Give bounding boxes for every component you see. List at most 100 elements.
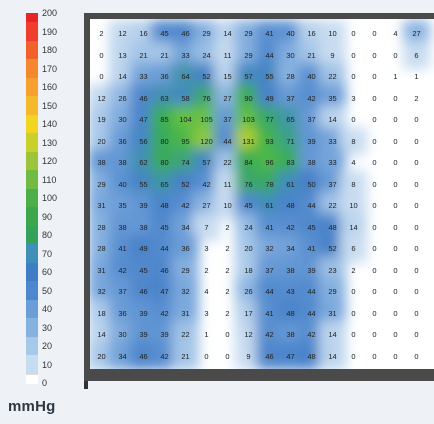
- pressure-value: 12: [97, 93, 106, 103]
- pressure-map-frame: 2 12 16 45 46 29 14 29 41 40 16 10 0 0 4 27 0 13 21 21 33 24 1…: [84, 13, 434, 381]
- pressure-value: 0: [372, 93, 377, 103]
- pressure-value: 46: [139, 287, 148, 296]
- pressure-value: 1: [204, 330, 209, 339]
- pressure-value: 0: [372, 201, 377, 210]
- pressure-value: 10: [349, 201, 358, 210]
- pressure-value: 3: [351, 93, 356, 103]
- pressure-value: 1: [393, 72, 398, 81]
- pressure-value: 1: [414, 72, 419, 81]
- pressure-value: 2: [225, 265, 230, 275]
- pressure-value: 0: [372, 244, 377, 253]
- pressure-value: 38: [97, 158, 106, 167]
- pressure-value: 14: [97, 330, 106, 339]
- pressure-value: 37: [223, 115, 232, 124]
- pressure-value: 22: [328, 72, 337, 81]
- pressure-value: 48: [328, 222, 337, 232]
- pressure-value: 4: [204, 287, 209, 296]
- pressure-value: 42: [265, 330, 274, 339]
- legend-color-step: [26, 170, 38, 189]
- pressure-value: 8: [351, 136, 356, 146]
- pressure-value: 28: [286, 72, 295, 81]
- pressure-value: 49: [139, 244, 148, 253]
- pressure-value: 49: [265, 93, 274, 103]
- pressure-value: 48: [160, 201, 169, 210]
- pressure-value: 0: [351, 115, 356, 124]
- pressure-value: 57: [244, 72, 253, 81]
- legend-tick-label: 200: [42, 8, 58, 18]
- pressure-value: 3: [204, 244, 209, 253]
- pressure-value: 47: [286, 351, 295, 361]
- legend-color-step: [26, 96, 38, 115]
- legend-color-step: [26, 188, 38, 208]
- legend-color-step: [26, 299, 38, 319]
- pressure-value: 14: [328, 115, 337, 124]
- legend-tick-label: 110: [42, 174, 57, 185]
- pressure-value: 20: [97, 351, 106, 361]
- pressure-value: 105: [200, 115, 213, 124]
- pressure-value: 10: [328, 29, 337, 38]
- pressure-value: 0: [225, 330, 230, 339]
- pressure-value: 0: [372, 330, 377, 339]
- pressure-value: 31: [97, 201, 106, 210]
- pressure-value: 39: [139, 308, 148, 318]
- pressure-value: 28: [97, 222, 106, 232]
- legend-tick-label: 40: [42, 304, 53, 314]
- pressure-value: 6: [414, 50, 419, 60]
- pressure-value: 39: [160, 330, 169, 339]
- pressure-value: 0: [372, 158, 377, 167]
- pressure-value: 31: [97, 265, 106, 275]
- pressure-value: 31: [181, 308, 190, 318]
- pressure-value: 0: [351, 287, 356, 296]
- pressure-value: 29: [181, 265, 190, 275]
- pressure-value: 27: [412, 29, 421, 38]
- pressure-value: 12: [244, 330, 253, 339]
- pressure-value: 44: [223, 136, 232, 146]
- pressure-value: 42: [286, 222, 295, 232]
- pressure-value: 14: [349, 222, 358, 232]
- pressure-value: 37: [328, 179, 337, 189]
- pressure-value: 29: [244, 50, 253, 60]
- pressure-value: 77: [265, 115, 274, 124]
- pressure-value: 9: [246, 351, 251, 361]
- pressure-value: 35: [328, 93, 337, 103]
- pressure-value: 10: [223, 201, 232, 210]
- pressure-value: 0: [393, 287, 398, 296]
- pressure-value: 46: [139, 93, 148, 103]
- pressure-value: 27: [202, 201, 211, 210]
- pressure-value: 0: [393, 93, 398, 103]
- pressure-value: 8: [351, 179, 356, 189]
- pressure-value: 34: [181, 222, 190, 232]
- pressure-value: 41: [265, 308, 274, 318]
- pressure-value: 32: [265, 244, 274, 253]
- pressure-value: 38: [139, 222, 148, 232]
- pressure-value: 35: [118, 201, 127, 210]
- color-scale-legend: 200 190 180 170 160 150 140 130 120 110 100 90 80 70 6…: [26, 8, 96, 388]
- pressure-value: 44: [307, 287, 316, 296]
- pressure-value: 0: [204, 351, 209, 361]
- pressure-value: 22: [223, 158, 232, 167]
- pressure-value: 103: [242, 115, 255, 124]
- pressure-value: 0: [393, 351, 398, 361]
- pressure-value: 0: [393, 115, 398, 124]
- pressure-value: 57: [202, 158, 211, 167]
- pressure-value: 76: [244, 179, 253, 189]
- pressure-value: 96: [265, 158, 274, 167]
- pressure-value: 2: [225, 222, 230, 232]
- pressure-value: 21: [139, 50, 148, 60]
- pressure-value: 46: [265, 351, 274, 361]
- pressure-value: 80: [160, 158, 169, 167]
- pressure-value: 90: [244, 93, 253, 103]
- pressure-value: 16: [139, 29, 148, 38]
- legend-color-step: [26, 22, 38, 41]
- legend-tick-label: 190: [42, 26, 58, 37]
- pressure-value: 0: [414, 222, 419, 232]
- pressure-value: 47: [139, 115, 148, 124]
- pressure-value: 2: [99, 29, 104, 38]
- pressure-value: 0: [414, 201, 419, 210]
- legend-tick-label: 0: [42, 378, 48, 388]
- pressure-value: 42: [160, 308, 169, 318]
- pressure-value: 19: [97, 115, 106, 124]
- pressure-value: 52: [202, 72, 211, 81]
- pressure-value: 48: [286, 308, 295, 318]
- pressure-value: 56: [139, 136, 148, 146]
